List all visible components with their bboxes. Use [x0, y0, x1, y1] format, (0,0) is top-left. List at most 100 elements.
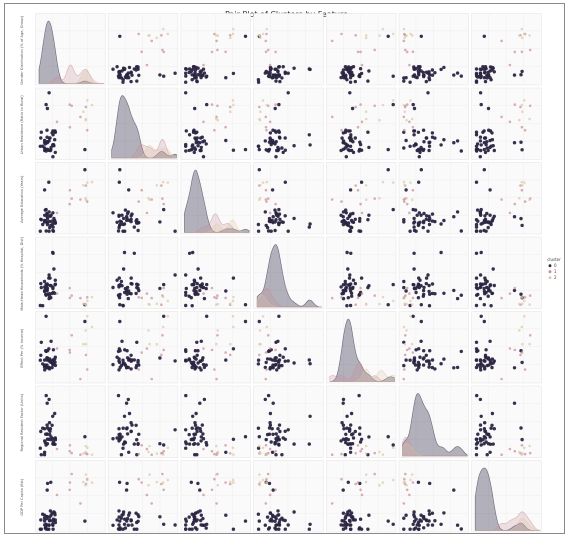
point-cluster-2 [232, 325, 235, 329]
point-cluster-0 [488, 283, 493, 287]
point-cluster-0 [187, 148, 191, 153]
point-cluster-1 [85, 296, 89, 299]
point-cluster-0 [184, 290, 188, 295]
point-cluster-0 [419, 339, 423, 343]
point-cluster-0 [479, 213, 483, 217]
point-cluster-0 [482, 147, 486, 152]
point-cluster-2 [161, 325, 165, 329]
point-cluster-0 [520, 437, 524, 442]
point-cluster-0 [121, 267, 126, 271]
point-cluster-0 [357, 393, 361, 398]
point-cluster-0 [421, 73, 426, 78]
point-cluster-0 [478, 273, 483, 277]
point-cluster-1 [340, 296, 343, 299]
point-cluster-2 [381, 27, 385, 31]
point-cluster-1 [266, 334, 270, 337]
point-cluster-0 [190, 426, 194, 430]
point-cluster-0 [483, 429, 487, 433]
point-cluster-1 [137, 200, 140, 203]
point-cluster-0 [45, 401, 49, 405]
point-cluster-0 [459, 349, 463, 354]
point-cluster-2 [147, 196, 150, 200]
point-cluster-0 [193, 73, 197, 77]
point-cluster-1 [215, 115, 218, 119]
point-cluster-0 [224, 513, 228, 517]
point-cluster-0 [483, 421, 487, 425]
point-cluster-0 [351, 278, 356, 282]
point-cluster-1 [265, 32, 268, 36]
point-cluster-1 [274, 103, 277, 106]
point-cluster-0 [277, 522, 281, 526]
point-cluster-1 [408, 347, 411, 350]
point-cluster-0 [191, 250, 195, 255]
point-cluster-0 [129, 519, 133, 523]
point-cluster-0 [196, 66, 200, 70]
point-cluster-0 [273, 526, 277, 530]
pair-cell-0-1 [107, 13, 179, 86]
point-cluster-0 [483, 214, 487, 218]
point-cluster-0 [43, 142, 47, 146]
point-cluster-1 [265, 368, 268, 371]
point-cluster-1 [268, 347, 272, 350]
point-cluster-0 [484, 348, 488, 352]
point-cluster-0 [483, 71, 487, 75]
point-cluster-0 [199, 523, 203, 527]
point-cluster-1 [140, 481, 143, 484]
point-cluster-0 [116, 349, 121, 354]
point-cluster-0 [83, 519, 87, 523]
point-cluster-1 [162, 50, 165, 54]
point-cluster-1 [264, 351, 268, 354]
point-cluster-0 [184, 293, 188, 297]
point-cluster-0 [485, 76, 489, 80]
point-cluster-2 [402, 180, 406, 184]
point-cluster-0 [427, 289, 431, 294]
point-cluster-0 [476, 432, 480, 436]
point-cluster-0 [484, 67, 488, 71]
point-cluster-0 [276, 145, 280, 150]
point-cluster-2 [232, 103, 235, 107]
point-cluster-2 [364, 473, 368, 476]
point-cluster-0 [184, 349, 188, 354]
point-cluster-0 [199, 439, 203, 443]
point-cluster-0 [130, 282, 134, 286]
point-cluster-0 [391, 74, 395, 78]
point-cluster-1 [266, 472, 270, 476]
point-cluster-0 [512, 215, 517, 219]
point-cluster-1 [513, 202, 517, 206]
point-cluster-0 [51, 251, 55, 255]
point-cluster-0 [257, 147, 261, 152]
point-cluster-0 [426, 523, 430, 527]
point-cluster-0 [204, 363, 208, 367]
point-cluster-1 [403, 128, 406, 132]
point-cluster-1 [215, 296, 218, 300]
point-cluster-2 [84, 444, 88, 448]
point-cluster-0 [391, 102, 395, 107]
point-cluster-0 [274, 340, 278, 344]
point-cluster-0 [45, 286, 50, 291]
point-cluster-2 [84, 329, 87, 332]
point-cluster-0 [281, 150, 285, 155]
point-cluster-0 [173, 71, 177, 75]
point-cluster-1 [360, 447, 364, 451]
point-cluster-0 [196, 73, 200, 77]
point-cluster-0 [201, 155, 206, 159]
point-cluster-2 [409, 315, 412, 318]
point-cluster-0 [115, 278, 119, 282]
point-cluster-1 [68, 202, 71, 206]
point-cluster-1 [150, 377, 153, 381]
point-cluster-0 [419, 168, 423, 172]
point-cluster-0 [292, 66, 296, 70]
pair-cell-2-6 [471, 162, 542, 235]
point-cluster-0 [51, 517, 56, 521]
point-cluster-0 [481, 363, 485, 368]
pair-cell-1-2 [180, 87, 251, 160]
point-cluster-0 [481, 65, 485, 69]
cell-background [398, 311, 469, 384]
point-cluster-1 [356, 444, 360, 447]
pair-cell-2-1 [107, 162, 179, 235]
point-cluster-0 [286, 71, 290, 75]
point-cluster-0 [193, 286, 197, 291]
point-cluster-2 [378, 302, 381, 306]
point-cluster-0 [486, 106, 491, 111]
point-cluster-0 [343, 282, 348, 286]
